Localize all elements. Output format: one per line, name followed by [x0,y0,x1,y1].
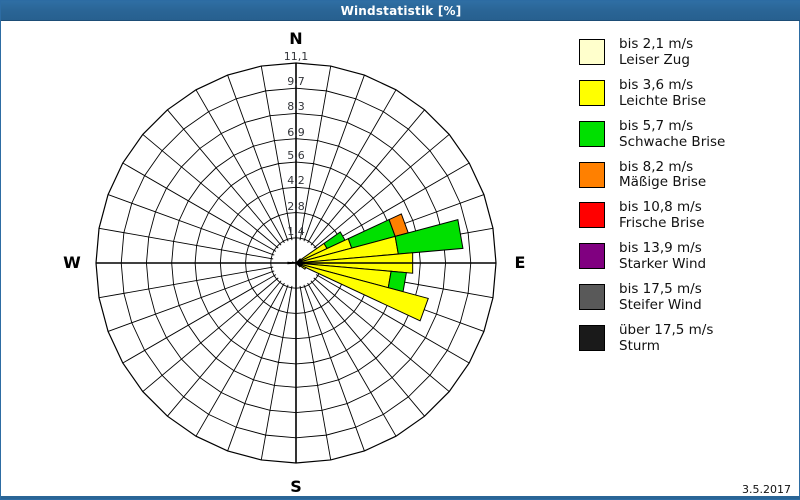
legend-label-group: bis 3,6 m/s Leichte Brise [619,76,707,110]
legend-color-swatch [579,120,605,147]
legend-speed-label: bis 10,8 m/s [619,199,702,216]
legend-speed-label: über 17,5 m/s [619,321,714,338]
legend-name-label: Mäßige Brise [619,174,707,191]
legend-item[interactable]: bis 8,2 m/s Mäßige Brise [579,158,794,192]
legend-label-group: bis 5,7 m/s Schwache Brise [619,117,726,151]
legend-item[interactable]: bis 3,6 m/s Leichte Brise [579,76,794,110]
compass-label-south: S [290,477,302,496]
legend-item[interactable]: bis 10,8 m/s Frische Brise [579,199,794,232]
page-title: Windstatistik [%] [340,4,462,18]
legend-color-swatch [579,79,605,106]
legend-color-swatch [579,243,605,270]
legend-label-group: bis 2,1 m/s Leiser Zug [619,36,694,69]
radial-tick-label: 5,6 [287,149,305,163]
legend-color-swatch [579,324,605,351]
legend-color-swatch [579,39,605,65]
legend-color-swatch [579,161,605,188]
legend-label-group: über 17,5 m/s Sturm [619,321,714,355]
compass-label-north: N [289,29,303,48]
legend-label-group: bis 10,8 m/s Frische Brise [619,199,705,232]
radial-tick-label: 8,3 [287,100,305,114]
legend-speed-label: bis 5,7 m/s [619,117,694,134]
radial-tick-label: 6,9 [287,125,305,139]
legend-label-group: bis 17,5 m/s Steifer Wind [619,281,702,314]
legend-speed-label: bis 2,1 m/s [619,36,694,52]
polar-axes [96,63,496,463]
windrose-segment [295,262,429,322]
legend-speed-label: bis 8,2 m/s [619,158,694,175]
windrose-chart [95,62,497,464]
legend-name-label: Frische Brise [619,215,705,232]
compass-label-west: W [63,253,81,272]
windrose-plot-area: N E S W 1,4 2,8 4,2 5,6 6,9 8,3 9,7 11,1 [1,22,561,500]
legend-name-label: Leichte Brise [619,92,707,109]
radial-tick-label: 2,8 [287,199,305,213]
legend-item[interactable]: bis 5,7 m/s Schwache Brise [579,117,794,151]
legend-speed-label: bis 3,6 m/s [619,76,694,93]
legend-name-label: Sturm [619,337,660,354]
legend-name-label: Starker Wind [619,256,707,273]
footer-date: 3.5.2017 [742,483,791,496]
legend-speed-label: bis 17,5 m/s [619,281,702,298]
legend-name-label: Schwache Brise [619,133,726,150]
window-title-bar: Windstatistik [%] [1,1,800,21]
legend: bis 2,1 m/s Leiser Zug bis 3,6 m/s Leichte … [579,36,794,364]
legend-color-swatch [579,284,605,311]
radial-tick-label: 4,2 [287,174,305,188]
legend-item[interactable]: bis 2,1 m/s Leiser Zug [579,36,794,69]
windrose-segment [394,219,464,255]
radial-tick-label: 9,7 [287,75,305,89]
legend-speed-label: bis 13,9 m/s [619,240,702,257]
legend-name-label: Steifer Wind [619,296,702,313]
legend-item[interactable]: bis 17,5 m/s Steifer Wind [579,281,794,314]
radial-tick-label: 1,4 [287,224,305,238]
radial-tick-label: 11,1 [283,50,309,63]
legend-color-swatch [579,202,605,229]
legend-item[interactable]: bis 13,9 m/s Starker Wind [579,240,794,273]
windrose-segment [295,262,302,268]
legend-label-group: bis 8,2 m/s Mäßige Brise [619,158,707,192]
legend-item[interactable]: über 17,5 m/s Sturm [579,321,794,355]
legend-name-label: Leiser Zug [619,51,690,68]
legend-label-group: bis 13,9 m/s Starker Wind [619,240,707,273]
window-bottom-bar [1,496,800,499]
compass-label-east: E [514,253,526,272]
